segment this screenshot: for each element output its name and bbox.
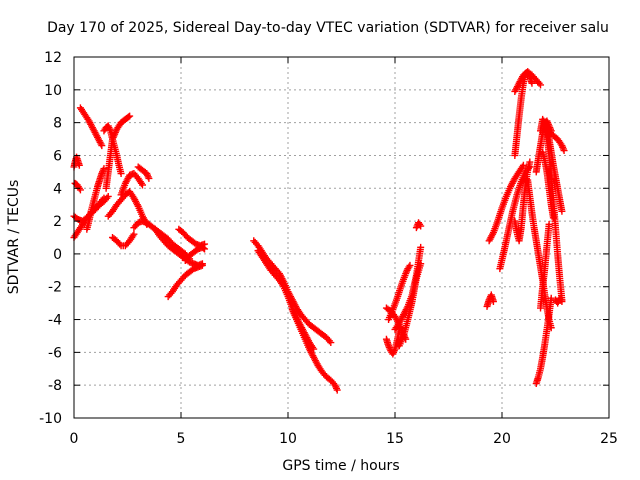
- axis-ticks: [73, 56, 610, 419]
- data-point: [98, 142, 106, 150]
- data-point: [537, 81, 545, 89]
- y-tick-label: -8: [48, 378, 62, 394]
- series-arc-1: [70, 153, 83, 171]
- x-tick-label: 20: [493, 431, 511, 447]
- y-tick-label: 2: [53, 214, 62, 230]
- data-point: [545, 220, 553, 228]
- series-arc-26: [412, 219, 425, 232]
- y-tick-label: 10: [44, 83, 62, 99]
- series-arc-40: [539, 148, 557, 222]
- x-tick-label: 10: [279, 431, 297, 447]
- data-point: [198, 261, 206, 269]
- series-arc-19: [254, 247, 318, 353]
- series-arc-16: [164, 261, 206, 301]
- series-arc-17: [181, 243, 209, 264]
- x-tick-label: 15: [386, 431, 404, 447]
- x-axis-label: GPS time / hours: [282, 458, 399, 474]
- series-arc-9: [104, 188, 151, 228]
- y-axis-label: SDTVAR / TECUs: [6, 180, 22, 295]
- series-arc-25: [391, 243, 425, 333]
- data-point: [104, 192, 112, 200]
- series-arc-5: [76, 104, 106, 150]
- data-point: [100, 165, 108, 173]
- data-point: [519, 161, 527, 169]
- y-tick-label: -2: [48, 280, 62, 296]
- data-point: [406, 261, 414, 269]
- series-arc-2: [71, 179, 84, 194]
- series-arc-27: [483, 291, 497, 310]
- series-arc-30: [511, 68, 536, 159]
- data-point: [560, 147, 568, 155]
- data-point: [333, 386, 341, 394]
- data-point: [100, 194, 108, 202]
- x-tick-label: 25: [600, 431, 618, 447]
- data-point: [549, 214, 557, 222]
- y-tick-label: -10: [39, 411, 62, 427]
- y-tick-label: 8: [53, 116, 62, 132]
- chart-title: Day 170 of 2025, Sidereal Day-to-day VTE…: [47, 20, 609, 36]
- plot-frame: [73, 56, 610, 419]
- y-tick-label: 6: [53, 148, 62, 164]
- data-point: [526, 158, 534, 166]
- y-tick-labels: -10 -8 -6 -4 -2 0 2 4 6 8 10 12: [39, 50, 62, 427]
- series-arc-10: [117, 170, 146, 199]
- series-arc-21: [382, 327, 403, 358]
- data-point: [75, 161, 83, 169]
- y-tick-label: -6: [48, 345, 62, 361]
- series-arc-41: [537, 220, 553, 312]
- series-arc-8: [100, 122, 125, 178]
- series-arc-11: [109, 230, 138, 250]
- data-point: [125, 113, 133, 121]
- series-arc-39: [543, 125, 566, 215]
- data-point: [199, 244, 207, 252]
- data-point: [417, 243, 425, 251]
- series-arc-12: [134, 163, 153, 182]
- data-point: [327, 339, 335, 347]
- data-point: [126, 112, 134, 120]
- series-arc-32: [511, 158, 534, 245]
- x-tick-label: 0: [70, 431, 79, 447]
- series-arc-36: [552, 294, 566, 307]
- x-tick-label: 5: [177, 431, 186, 447]
- series-arc-15: [175, 225, 209, 250]
- data-point: [528, 79, 536, 87]
- series-arc-20: [288, 306, 341, 394]
- data-point: [417, 222, 425, 230]
- y-tick-label: -4: [48, 313, 62, 329]
- data-point: [117, 170, 125, 178]
- data-point: [558, 297, 566, 305]
- data-point: [138, 181, 146, 189]
- y-tick-label: 12: [44, 50, 62, 66]
- grid: [74, 57, 609, 418]
- series-arc-28: [485, 161, 527, 245]
- y-tick-label: 0: [53, 247, 62, 263]
- series-arc-31: [511, 68, 545, 95]
- data-point: [547, 294, 555, 302]
- x-tick-labels: 0 5 10 15 20 25: [70, 431, 618, 447]
- series-arc-34: [532, 294, 555, 388]
- data-point: [76, 186, 84, 194]
- series-arc-6: [83, 165, 108, 233]
- data-point: [145, 174, 153, 182]
- data-point: [130, 230, 138, 238]
- data-point: [489, 297, 497, 305]
- y-tick-label: 4: [53, 181, 62, 197]
- data-points: [70, 68, 568, 394]
- series-arc-23: [385, 261, 414, 324]
- data-point: [558, 207, 566, 215]
- data-point: [201, 245, 209, 253]
- series-arc-29: [496, 163, 534, 273]
